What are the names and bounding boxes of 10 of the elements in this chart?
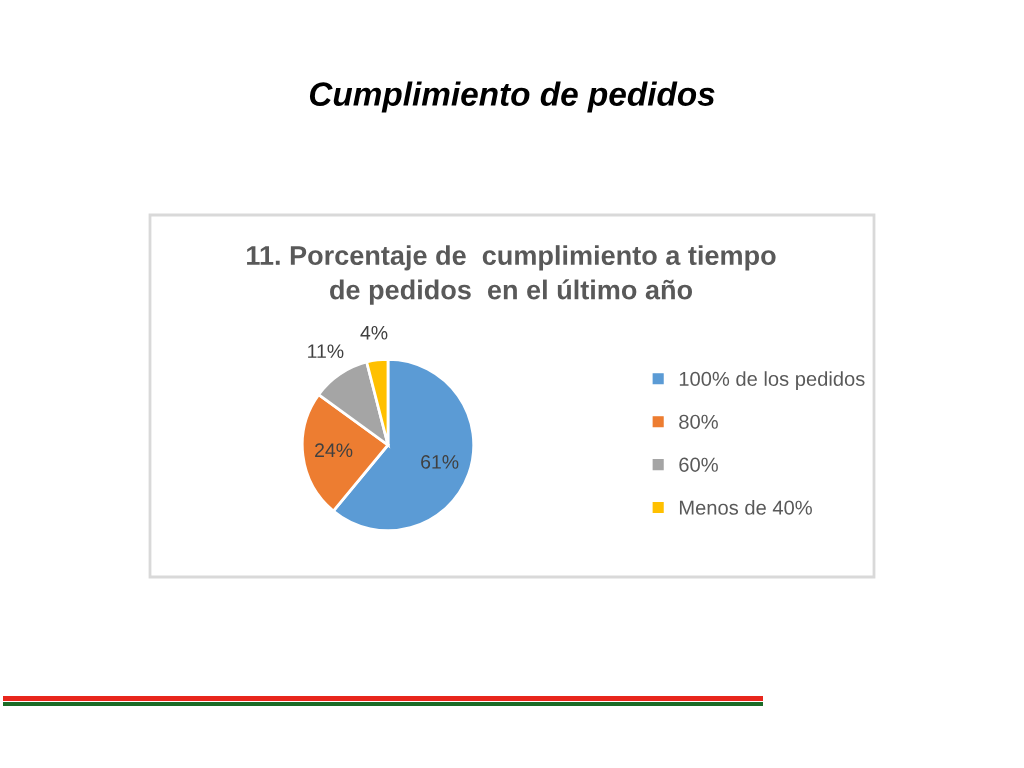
legend-label: 60% xyxy=(679,457,718,472)
data-label: 61% xyxy=(421,455,459,469)
data-label: 4% xyxy=(360,325,388,340)
legend-label: 80% xyxy=(679,414,718,429)
chart-subtitle: 11. Porcentaje de cumplimiento a tiempo de pedidos en el último año xyxy=(247,245,776,305)
data-label: 11% xyxy=(308,344,344,358)
legend-label: 100% de los pedidos xyxy=(679,371,865,390)
data-label: 24% xyxy=(315,443,353,458)
chart-title: Cumplimiento de pedidos xyxy=(309,81,715,113)
legend-label: Menos de 40% xyxy=(679,500,812,515)
